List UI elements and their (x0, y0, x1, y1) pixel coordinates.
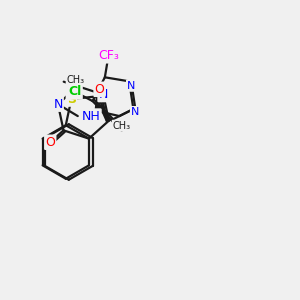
Text: Cl: Cl (68, 85, 82, 98)
Text: N: N (131, 107, 140, 117)
Text: CH₃: CH₃ (113, 121, 131, 131)
Text: S: S (67, 93, 76, 106)
Text: CH₃: CH₃ (67, 75, 85, 85)
Text: CF₃: CF₃ (98, 49, 119, 62)
Text: O: O (94, 83, 104, 96)
Text: N: N (53, 98, 63, 111)
Text: N: N (127, 81, 135, 91)
Text: N: N (99, 88, 108, 101)
Text: O: O (45, 136, 55, 149)
Text: NH: NH (82, 110, 100, 123)
